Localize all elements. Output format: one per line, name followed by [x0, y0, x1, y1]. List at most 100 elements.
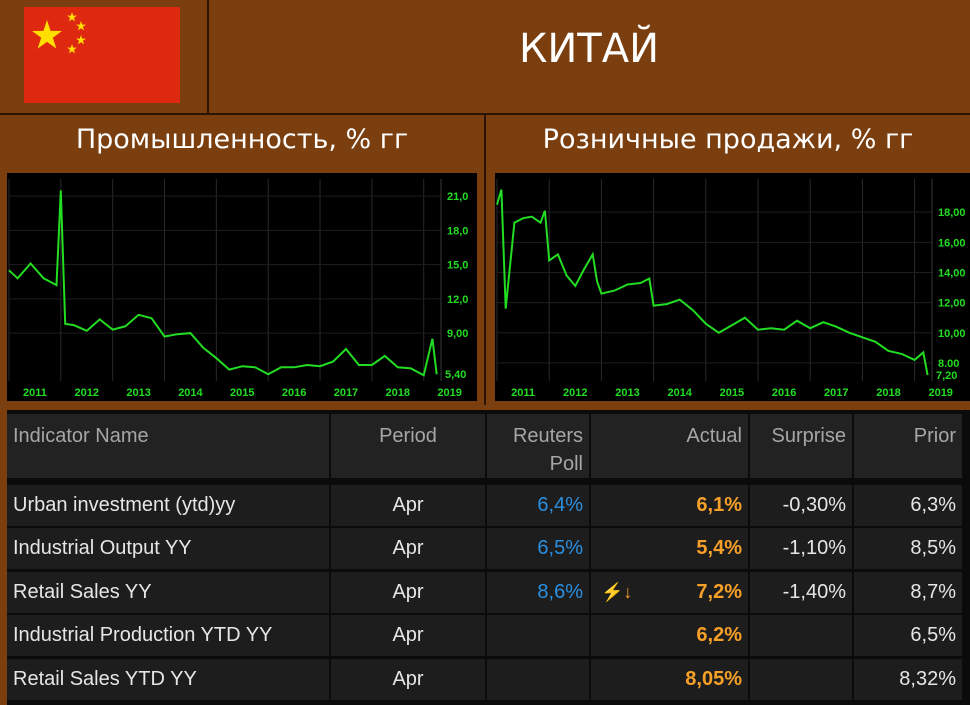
- china-flag-icon: [24, 7, 180, 103]
- x-tick-label: 2014: [667, 387, 692, 399]
- x-tick-label: 2011: [23, 387, 47, 399]
- name-value: Retail Sales YY: [13, 581, 152, 603]
- chart-title-industry: Промышленность, % гг: [75, 124, 409, 155]
- column-header-surprise[interactable]: Surprise: [750, 414, 852, 478]
- last-value-label: 7,20: [936, 370, 957, 382]
- cell-surprise: [750, 615, 852, 656]
- x-tick-label: 2014: [178, 387, 203, 399]
- country-title: КИТАЙ: [518, 26, 660, 72]
- period-value: Apr: [392, 537, 424, 559]
- cell-poll: 6,4%: [487, 485, 589, 526]
- cell-poll: 8,6%: [487, 572, 589, 613]
- cell-poll: [487, 659, 589, 700]
- y-tick-label: 14,00: [938, 267, 966, 279]
- x-tick-label: 2017: [824, 387, 848, 399]
- x-tick-label: 2013: [126, 387, 150, 399]
- x-tick-label: 2012: [75, 387, 99, 399]
- series-line: [8, 190, 438, 377]
- name-value: Urban investment (ytd)yy: [13, 494, 236, 516]
- x-tick-label: 2011: [511, 387, 535, 399]
- period-value: Apr: [392, 494, 424, 516]
- series-line: [496, 189, 929, 376]
- poll-value: 6,4%: [537, 494, 583, 516]
- news-alert-icon[interactable]: ⚡↓: [601, 582, 633, 602]
- surprise-value: -1,10%: [782, 537, 846, 559]
- name-value: Industrial Output YY: [13, 537, 192, 559]
- header: КИТАЙ: [0, 0, 970, 113]
- y-tick-label: 15,0: [447, 260, 468, 272]
- cell-prior: 6,3%: [854, 485, 962, 526]
- cell-name: Industrial Production YTD YY: [7, 615, 329, 656]
- cell-prior: 8,5%: [854, 528, 962, 569]
- y-tick-label: 10,00: [938, 328, 966, 340]
- last-value-label: 5,40: [445, 369, 466, 381]
- column-header-actual[interactable]: Actual: [591, 414, 748, 478]
- column-header-prior[interactable]: Prior: [854, 414, 962, 478]
- header-bottom-divider: [0, 113, 970, 115]
- name-value: Industrial Production YTD YY: [13, 624, 273, 646]
- cell-prior: 8,32%: [854, 659, 962, 700]
- column-header-period[interactable]: Period: [331, 414, 485, 478]
- x-tick-label: 2013: [615, 387, 639, 399]
- cell-prior: 6,5%: [854, 615, 962, 656]
- cell-actual: 5,4%: [591, 528, 748, 569]
- header-divider: [207, 0, 209, 113]
- y-tick-label: 18,0: [447, 225, 468, 237]
- x-tick-label: 2017: [334, 387, 358, 399]
- x-tick-label: 2016: [772, 387, 796, 399]
- name-value: Retail Sales YTD YY: [13, 668, 197, 690]
- x-tick-label: 2018: [386, 387, 410, 399]
- actual-value: 7,2%: [696, 581, 742, 603]
- y-tick-label: 8,00: [938, 358, 959, 370]
- cell-actual: 6,1%: [591, 485, 748, 526]
- chart-title-retail: Розничные продажи, % гг: [542, 124, 914, 155]
- actual-value: 6,2%: [696, 624, 742, 646]
- x-tick-label: 2012: [563, 387, 587, 399]
- x-tick-label: 2016: [282, 387, 306, 399]
- cell-name: Urban investment (ytd)yy: [7, 485, 329, 526]
- retail-chart: 2011 2012 2013 2014 2015 2016 2017 2018 2019 18,0…: [495, 173, 970, 401]
- poll-value: 8,6%: [537, 581, 583, 603]
- last-value-box: [934, 366, 970, 383]
- prior-value: 6,5%: [910, 624, 956, 646]
- x-tick-label: 2015: [230, 387, 254, 399]
- cell-period: Apr: [331, 528, 485, 569]
- y-tick-label: 12,0: [447, 294, 468, 306]
- cell-actual: 8,05%: [591, 659, 748, 700]
- cell-surprise: [750, 659, 852, 700]
- x-tick-label: 2018: [876, 387, 900, 399]
- actual-value: 5,4%: [696, 537, 742, 559]
- cell-poll: [487, 615, 589, 656]
- y-tick-label: 18,00: [938, 207, 966, 219]
- prior-value: 6,3%: [910, 494, 956, 516]
- actual-value: 8,05%: [685, 668, 742, 690]
- y-tick-label: 12,00: [938, 298, 966, 310]
- x-tick-label: 2015: [720, 387, 744, 399]
- cell-name: Retail Sales YY: [7, 572, 329, 613]
- column-header-poll[interactable]: Reuters Poll: [487, 414, 589, 478]
- cell-poll: 6,5%: [487, 528, 589, 569]
- actual-value: 6,1%: [696, 494, 742, 516]
- period-value: Apr: [392, 668, 424, 690]
- cell-name: Retail Sales YTD YY: [7, 659, 329, 700]
- surprise-value: -0,30%: [782, 494, 846, 516]
- prior-value: 8,7%: [910, 581, 956, 603]
- column-header-name[interactable]: Indicator Name: [7, 414, 329, 478]
- chart-svg: 2011 2012 2013 2014 2015 2016 2017 2018 2019 18,0…: [496, 179, 970, 399]
- y-tick-label: 9,00: [447, 328, 468, 340]
- prior-value: 8,5%: [910, 537, 956, 559]
- cell-period: Apr: [331, 615, 485, 656]
- cell-actual: ⚡↓ 7,2%: [591, 572, 748, 613]
- cell-period: Apr: [331, 572, 485, 613]
- x-tick-label: 2019: [437, 387, 461, 399]
- cell-name: Industrial Output YY: [7, 528, 329, 569]
- prior-value: 8,32%: [899, 668, 956, 690]
- surprise-value: -1,40%: [782, 581, 846, 603]
- y-tick-label: 16,00: [938, 237, 966, 249]
- cell-prior: 8,7%: [854, 572, 962, 613]
- industry-chart: 2011 2012 2013 2014 2015 2016 2017 2018 2019 21,0…: [7, 173, 477, 401]
- cell-surprise: -1,40%: [750, 572, 852, 613]
- cell-surprise: -0,30%: [750, 485, 852, 526]
- indicator-table: Indicator Name Period Reuters Poll Actual Su…: [7, 410, 970, 705]
- last-value-box: [443, 366, 477, 383]
